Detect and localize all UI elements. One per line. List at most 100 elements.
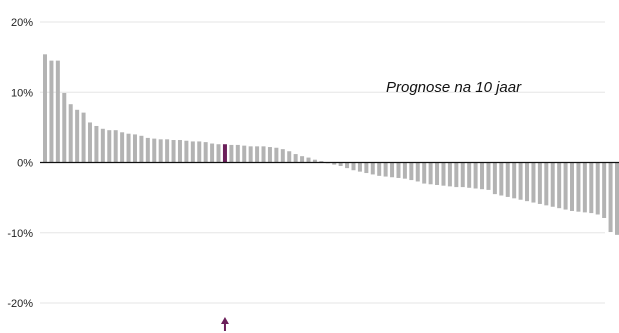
bar <box>415 162 420 182</box>
bar <box>402 162 407 179</box>
bar <box>235 144 240 163</box>
bar <box>563 162 568 210</box>
arrow-up-icon <box>220 317 229 324</box>
bar <box>582 162 587 213</box>
bar <box>608 162 613 233</box>
bar <box>473 162 478 189</box>
bar <box>139 135 144 163</box>
bar <box>255 146 260 163</box>
bar <box>94 125 99 163</box>
bar <box>248 146 253 163</box>
bar <box>615 162 619 235</box>
bar <box>595 162 600 215</box>
bar <box>267 147 272 163</box>
bar <box>145 137 150 163</box>
bar <box>537 162 542 204</box>
bar <box>306 157 311 163</box>
bar <box>550 162 555 207</box>
bar <box>396 162 401 178</box>
bar <box>49 60 54 163</box>
forecast-annotation: Prognose na 10 jaar <box>386 79 522 96</box>
bar <box>132 134 137 163</box>
bar <box>62 92 67 163</box>
bar <box>287 151 292 163</box>
bar <box>171 140 176 163</box>
bar <box>512 162 517 199</box>
bar <box>544 162 549 206</box>
bar <box>100 128 105 163</box>
bar <box>87 122 92 163</box>
bar <box>480 162 485 190</box>
bar <box>557 162 562 209</box>
bar <box>435 162 440 185</box>
bar <box>210 143 215 163</box>
bar <box>261 146 266 163</box>
bar <box>492 162 497 195</box>
bar <box>81 112 86 163</box>
bar <box>428 162 433 185</box>
bar <box>525 162 530 202</box>
bar <box>274 147 279 163</box>
bar <box>602 162 607 218</box>
y-tick-label: 10% <box>11 87 33 99</box>
highlight-arrow <box>220 317 229 331</box>
bar <box>505 162 510 197</box>
bar <box>460 162 465 188</box>
bar <box>184 140 189 163</box>
bar <box>357 162 362 172</box>
bar <box>113 130 118 163</box>
bar <box>390 162 395 178</box>
bar <box>486 162 491 190</box>
bar <box>216 144 221 163</box>
bar <box>364 162 369 174</box>
bar <box>55 60 60 163</box>
bar <box>441 162 446 186</box>
bar <box>152 138 157 163</box>
bar <box>589 162 594 214</box>
y-tick-label: 20% <box>11 17 33 29</box>
bar <box>351 162 356 171</box>
y-tick-label: -10% <box>7 228 33 240</box>
bar <box>203 142 208 163</box>
bar <box>68 104 73 163</box>
bar <box>467 162 472 188</box>
y-tick-label: 0% <box>17 158 33 170</box>
bar <box>383 162 388 177</box>
bar <box>43 54 47 163</box>
bar <box>319 161 324 163</box>
y-tick-label: -20% <box>7 298 33 310</box>
y-axis-tick-labels: 20% 10% 0% -10% -20% <box>7 17 33 310</box>
bar <box>447 162 452 187</box>
bar <box>242 145 247 163</box>
bar <box>370 162 375 175</box>
bar <box>345 162 350 169</box>
bar <box>107 130 112 163</box>
bar <box>338 162 343 167</box>
bar <box>531 162 536 203</box>
bar <box>377 162 382 176</box>
bar <box>332 162 337 165</box>
bar <box>499 162 504 196</box>
bar <box>165 139 170 163</box>
bar <box>190 141 195 163</box>
bar <box>454 162 459 188</box>
bar <box>570 162 575 211</box>
bar <box>518 162 523 200</box>
bar <box>409 162 414 181</box>
bar <box>293 154 298 163</box>
bar <box>300 156 305 163</box>
bar <box>126 133 131 163</box>
bar <box>422 162 427 184</box>
bar <box>158 139 163 163</box>
bar <box>312 159 317 163</box>
bar <box>120 132 125 163</box>
highlighted-bar <box>222 144 227 163</box>
bar <box>177 140 182 163</box>
bar <box>229 144 234 163</box>
bars <box>43 54 619 235</box>
gridlines <box>40 21 605 304</box>
bar <box>576 162 581 212</box>
bar <box>197 141 202 163</box>
bar <box>75 109 80 163</box>
